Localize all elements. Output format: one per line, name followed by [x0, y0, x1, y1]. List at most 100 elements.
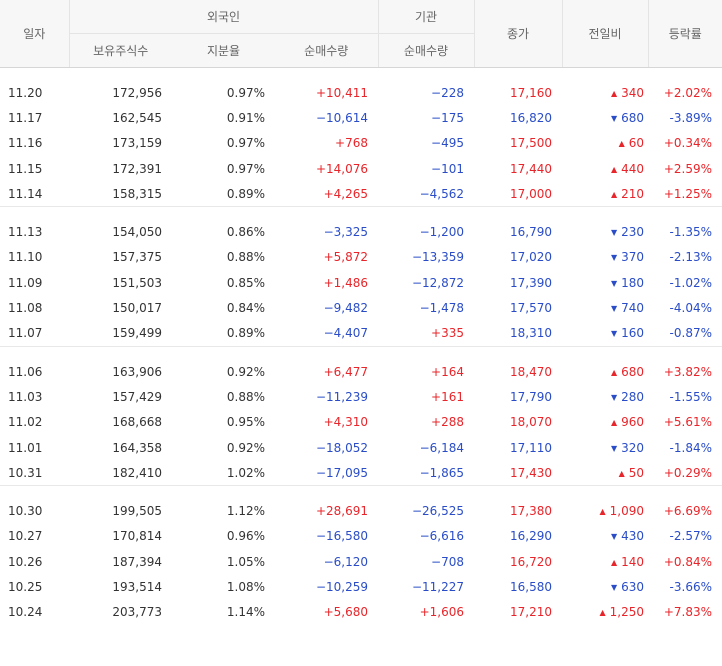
triangle-down-icon: ▼	[610, 253, 618, 263]
header-foreign-net: 순매수량	[275, 33, 378, 68]
triangle-down-icon: ▼	[610, 582, 618, 592]
triangle-up-icon: ▲	[618, 139, 625, 149]
cell-foreign-net: −10,614	[315, 110, 368, 125]
cell-change: ▲ 1,250	[562, 600, 648, 625]
table-row: 11.08 150,017 0.84% −9,482 −1,478 17,570 ▼ 740 -…	[0, 295, 722, 320]
cell-holdings: 157,429	[112, 389, 162, 404]
table-row: 11.14 158,315 0.89% +4,265 −4,562 17,000 ▲ 210 +…	[0, 181, 722, 207]
cell-date: 11.09	[8, 275, 43, 290]
cell-foreign-net: +5,872	[323, 250, 368, 265]
triangle-up-icon: ▲	[610, 367, 618, 377]
cell-close: 18,070	[510, 415, 552, 430]
cell-foreign-net: −17,095	[315, 465, 368, 480]
cell-rate: -2.13%	[669, 250, 712, 265]
cell-rate: +0.29%	[663, 465, 712, 480]
cell-close: 16,580	[510, 579, 552, 594]
header-close: 종가	[473, 0, 562, 68]
cell-foreign-net: −16,580	[315, 529, 368, 544]
triangle-down-icon: ▼	[610, 228, 618, 238]
triangle-up-icon: ▲	[610, 164, 618, 174]
change-value: 280	[621, 389, 644, 404]
cell-inst-net: −1,478	[419, 301, 464, 316]
cell-holdings: 163,906	[112, 364, 162, 379]
table-row: 11.15 172,391 0.97% +14,076 −101 17,440 ▲ 440 +2…	[0, 156, 722, 181]
change-value: 180	[621, 275, 644, 290]
cell-inst-net: −4,562	[419, 186, 464, 201]
cell-date: 11.07	[8, 326, 43, 341]
header-ratio: 지분율	[172, 33, 275, 68]
cell-foreign-net: +1,486	[323, 275, 368, 290]
cell-ratio: 1.12%	[226, 504, 265, 519]
triangle-down-icon: ▼	[610, 329, 618, 339]
cell-close: 17,440	[510, 161, 552, 176]
cell-holdings: 182,410	[112, 465, 162, 480]
header-change: 전일비	[561, 0, 648, 68]
cell-change: ▲ 680	[562, 359, 648, 384]
cell-foreign-net: −4,407	[323, 326, 368, 341]
header-institution: 기관	[377, 0, 474, 34]
cell-date: 10.25	[8, 579, 43, 594]
cell-foreign-net: +14,076	[315, 161, 368, 176]
group-separator	[0, 485, 722, 499]
cell-holdings: 187,394	[112, 554, 162, 569]
cell-holdings: 203,773	[112, 605, 162, 620]
cell-rate: +6.69%	[663, 504, 712, 519]
cell-date: 11.06	[8, 364, 43, 379]
change-value: 140	[621, 554, 644, 569]
triangle-down-icon: ▼	[610, 304, 618, 314]
cell-ratio: 0.97%	[226, 161, 265, 176]
cell-foreign-net: +6,477	[323, 364, 368, 379]
cell-rate: +0.34%	[663, 136, 712, 151]
change-value: 960	[621, 415, 644, 430]
cell-close: 17,430	[510, 465, 552, 480]
cell-change: ▲ 60	[562, 131, 648, 156]
cell-foreign-net: −3,325	[323, 225, 368, 240]
cell-ratio: 1.05%	[226, 554, 265, 569]
cell-date: 10.30	[8, 504, 43, 519]
change-value: 430	[621, 529, 644, 544]
cell-change: ▼ 430	[562, 524, 648, 549]
cell-rate: +2.59%	[663, 161, 712, 176]
cell-change: ▲ 440	[562, 156, 648, 181]
cell-rate: +1.25%	[663, 186, 712, 201]
cell-holdings: 151,503	[112, 275, 162, 290]
cell-date: 10.24	[8, 605, 43, 620]
table-row: 11.20 172,956 0.97% +10,411 −228 17,160 ▲ 340 +2…	[0, 80, 722, 105]
cell-change: ▲ 960	[562, 410, 648, 435]
cell-foreign-net: −10,259	[315, 579, 368, 594]
table-row: 11.10 157,375 0.88% +5,872 −13,359 17,020 ▼ 370…	[0, 245, 722, 270]
table-row: 10.31 182,410 1.02% −17,095 −1,865 17,430 ▲ 50 +…	[0, 460, 722, 486]
cell-date: 11.16	[8, 136, 43, 151]
cell-ratio: 0.85%	[226, 275, 265, 290]
cell-holdings: 162,545	[112, 110, 162, 125]
cell-holdings: 150,017	[112, 301, 162, 316]
group-separator-cell	[0, 206, 722, 220]
cell-change: ▼ 180	[562, 270, 648, 295]
group-separator-cell	[0, 485, 722, 499]
triangle-up-icon: ▲	[610, 88, 618, 98]
cell-inst-net: −26,525	[411, 504, 464, 519]
cell-date: 11.13	[8, 225, 43, 240]
cell-close: 17,160	[510, 85, 552, 100]
cell-close: 17,110	[510, 440, 552, 455]
cell-rate: -2.57%	[669, 529, 712, 544]
cell-change: ▼ 630	[562, 574, 648, 599]
cell-rate: -3.66%	[669, 579, 712, 594]
cell-ratio: 0.97%	[226, 85, 265, 100]
change-value: 370	[621, 250, 644, 265]
cell-inst-net: +288	[431, 415, 464, 430]
cell-rate: +2.02%	[663, 85, 712, 100]
cell-foreign-net: +768	[335, 136, 368, 151]
cell-inst-net: −13,359	[411, 250, 464, 265]
cell-change: ▼ 680	[562, 105, 648, 130]
table-row: 11.07 159,499 0.89% −4,407 +335 18,310 ▼ 160 -0.…	[0, 321, 722, 347]
cell-ratio: 0.86%	[226, 225, 265, 240]
change-value: 340	[621, 85, 644, 100]
cell-rate: +0.84%	[663, 554, 712, 569]
cell-holdings: 164,358	[112, 440, 162, 455]
cell-rate: -1.02%	[669, 275, 712, 290]
cell-close: 17,380	[510, 504, 552, 519]
cell-ratio: 0.92%	[226, 440, 265, 455]
header-foreign: 외국인	[68, 0, 378, 34]
cell-rate: +5.61%	[663, 415, 712, 430]
